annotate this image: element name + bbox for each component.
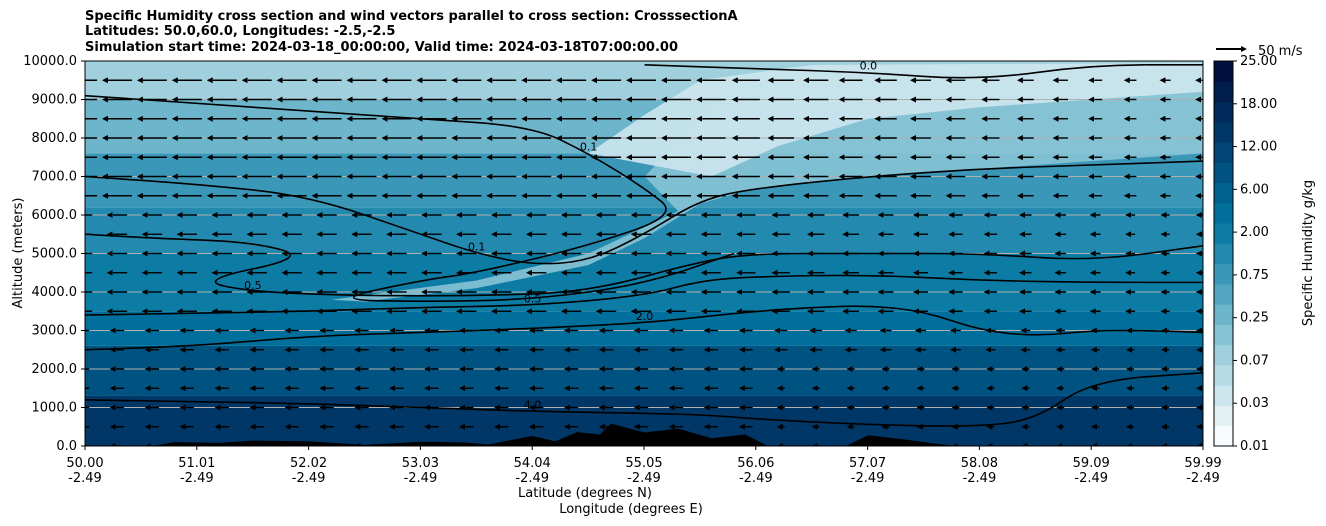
x-axis: 50.00-2.4951.01-2.4952.02-2.4953.03-2.49… bbox=[66, 446, 1222, 486]
wind-reference-key: 50 m/s bbox=[1216, 44, 1303, 59]
x-tick-label-lon: -2.49 bbox=[1186, 471, 1220, 486]
dry-tongue-region bbox=[331, 68, 1203, 302]
terrain bbox=[85, 423, 1203, 446]
contour-label: 4.0 bbox=[524, 398, 542, 411]
contour-line-4.0 bbox=[85, 372, 1203, 427]
contour-label: 0.0 bbox=[860, 60, 878, 73]
x-axis-label-lon: Longitude (degrees E) bbox=[559, 502, 703, 517]
x-axis-label-lat: Latitude (degrees N) bbox=[518, 486, 652, 501]
contour-label: 0.1 bbox=[468, 241, 486, 254]
colorbar-tick-label: 12.00 bbox=[1240, 140, 1277, 155]
colorbar-tick-label: 6.00 bbox=[1240, 182, 1269, 197]
colorbar: 0.01 0.03 0.07 0.25 0.75 2.00 6.00 12.00 18.00 25… bbox=[1213, 54, 1277, 454]
colorbar-tick-label: 25.00 bbox=[1240, 54, 1277, 69]
colorbar-swatch bbox=[1214, 344, 1233, 366]
chart-title-line-1: Specific Humidity cross section and wind… bbox=[85, 9, 738, 24]
colorbar-swatch bbox=[1214, 364, 1233, 386]
y-tick-label: 6000.0 bbox=[32, 208, 78, 223]
x-tick-label-lon: -2.49 bbox=[627, 471, 661, 486]
chart-title-line-3: Simulation start time: 2024-03-18_00:00:… bbox=[85, 40, 678, 55]
contour-labels: 4.0 2.0 0.5 0.5 0.1 0.1 0.0 bbox=[244, 60, 877, 412]
colorbar-swatch bbox=[1214, 101, 1233, 123]
chart-title-line-2: Latitudes: 50.0,60.0, Longitudes: -2.5,-… bbox=[85, 24, 396, 39]
x-tick-label-lon: -2.49 bbox=[292, 471, 326, 486]
x-tick-label-lon: -2.49 bbox=[515, 471, 549, 486]
x-tick-label-lat: 59.09 bbox=[1073, 456, 1110, 471]
y-tick-label: 5000.0 bbox=[32, 247, 78, 262]
colorbar-tick-label: 2.00 bbox=[1240, 225, 1269, 240]
x-tick-label-lat: 53.03 bbox=[402, 456, 439, 471]
colorbar-swatch bbox=[1214, 81, 1233, 103]
contour-line-2.0 bbox=[85, 305, 1203, 351]
colorbar-swatch bbox=[1214, 283, 1233, 305]
colorbar-tick-label: 18.00 bbox=[1240, 97, 1277, 112]
x-tick-label-lon: -2.49 bbox=[851, 471, 885, 486]
colorbar-tick-label: 0.03 bbox=[1240, 396, 1269, 411]
y-tick-label: 0.0 bbox=[56, 439, 77, 454]
x-tick-label-lon: -2.49 bbox=[404, 471, 438, 486]
x-tick-label-lon: -2.49 bbox=[739, 471, 773, 486]
y-axis-label: Altitude (meters) bbox=[11, 198, 26, 309]
wind-vectors bbox=[85, 77, 1203, 446]
colorbar-swatch bbox=[1214, 263, 1233, 285]
colorbar-label: Specific Humidity g/kg bbox=[1301, 180, 1316, 326]
y-tick-label: 1000.0 bbox=[32, 401, 78, 416]
y-tick-label: 2000.0 bbox=[32, 362, 78, 377]
x-tick-label-lat: 52.02 bbox=[290, 456, 327, 471]
y-axis: 0.0 1000.0 2000.0 3000.0 4000.0 5000.0 6000.0 7… bbox=[23, 54, 85, 454]
colorbar-swatch bbox=[1214, 61, 1233, 82]
contour-label: 0.1 bbox=[580, 140, 598, 153]
colorbar-swatch bbox=[1214, 243, 1233, 265]
contour-line-0.1 bbox=[85, 94, 735, 302]
y-tick-label: 9000.0 bbox=[32, 93, 78, 108]
y-tick-label: 3000.0 bbox=[32, 324, 78, 339]
x-tick-label-lat: 55.05 bbox=[625, 456, 662, 471]
colorbar-tick-label: 0.75 bbox=[1240, 268, 1269, 283]
contour-label: 0.5 bbox=[524, 292, 542, 305]
colorbar-swatch bbox=[1214, 304, 1233, 325]
colorbar-swatch bbox=[1214, 142, 1233, 163]
colorbar-frame bbox=[1213, 60, 1234, 447]
colorbar-tick-label: 0.07 bbox=[1240, 353, 1269, 368]
x-tick-label-lon: -2.49 bbox=[1074, 471, 1108, 486]
x-tick-label-lat: 54.04 bbox=[514, 456, 551, 471]
contour-label: 0.5 bbox=[244, 279, 262, 292]
contour-line-0.0 bbox=[644, 64, 1203, 79]
colorbar-tick-label: 0.25 bbox=[1240, 311, 1269, 326]
x-tick-label-lat: 57.07 bbox=[849, 456, 886, 471]
terrain-profile bbox=[85, 423, 1203, 446]
colorbar-swatch bbox=[1214, 405, 1233, 427]
colorbar-swatch bbox=[1214, 324, 1233, 346]
x-tick-label-lon: -2.49 bbox=[963, 471, 997, 486]
x-tick-label-lat: 58.08 bbox=[961, 456, 998, 471]
x-tick-label-lat: 51.01 bbox=[178, 456, 215, 471]
colorbar-swatch bbox=[1214, 162, 1233, 184]
colorbar-swatch bbox=[1214, 425, 1233, 447]
dry-upper-region bbox=[588, 62, 1203, 177]
contour-line-0.5 bbox=[85, 274, 1203, 316]
x-tick-label-lat: 56.06 bbox=[737, 456, 774, 471]
colorbar-tick-label: 0.01 bbox=[1240, 439, 1269, 454]
x-tick-label-lat: 50.00 bbox=[66, 456, 103, 471]
x-tick-label-lon: -2.49 bbox=[68, 471, 102, 486]
colorbar-swatch bbox=[1214, 223, 1233, 244]
colorbar-swatch bbox=[1214, 182, 1233, 204]
y-tick-label: 10000.0 bbox=[23, 54, 77, 69]
colorbar-swatch bbox=[1214, 202, 1233, 224]
y-tick-label: 7000.0 bbox=[32, 170, 78, 185]
humidity-field bbox=[85, 61, 1203, 446]
y-tick-label: 4000.0 bbox=[32, 285, 78, 300]
contour-label: 2.0 bbox=[636, 310, 654, 323]
y-tick-label: 8000.0 bbox=[32, 131, 78, 146]
colorbar-swatch bbox=[1214, 385, 1233, 406]
colorbar-swatch bbox=[1214, 121, 1233, 143]
x-tick-label-lat: 59.99 bbox=[1184, 456, 1221, 471]
wind-reference-label: 50 m/s bbox=[1258, 44, 1303, 59]
x-tick-label-lon: -2.49 bbox=[180, 471, 214, 486]
